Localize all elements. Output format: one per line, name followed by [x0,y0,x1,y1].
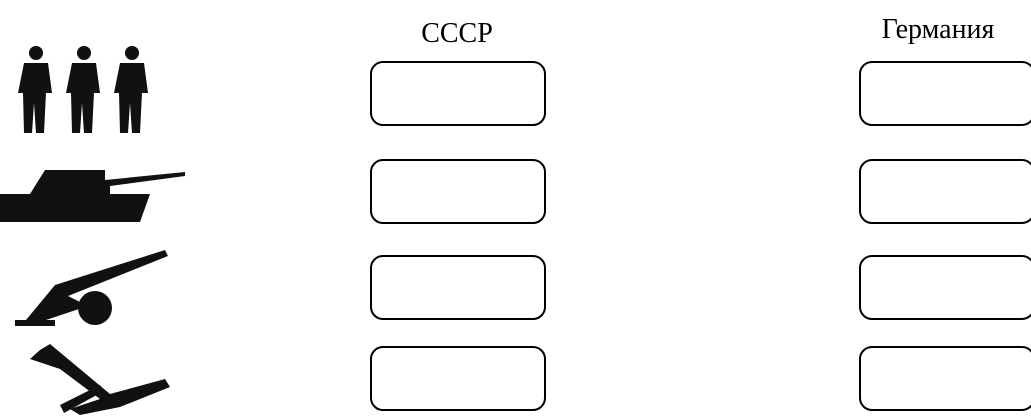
answer-box[interactable] [859,255,1031,320]
soldiers-icon [18,46,148,133]
column-title: Германия [882,14,995,45]
answer-box[interactable] [859,346,1031,411]
answer-box[interactable] [370,159,546,224]
answer-boxes [370,61,1031,411]
artillery-icon [15,250,168,326]
answer-box[interactable] [370,346,546,411]
airplane-icon [30,344,170,415]
answer-box[interactable] [370,61,546,126]
tank-icon [0,170,185,222]
column-title: СССР [421,18,493,49]
answer-box[interactable] [370,255,546,320]
answer-box[interactable] [859,61,1031,126]
answer-box[interactable] [859,159,1031,224]
